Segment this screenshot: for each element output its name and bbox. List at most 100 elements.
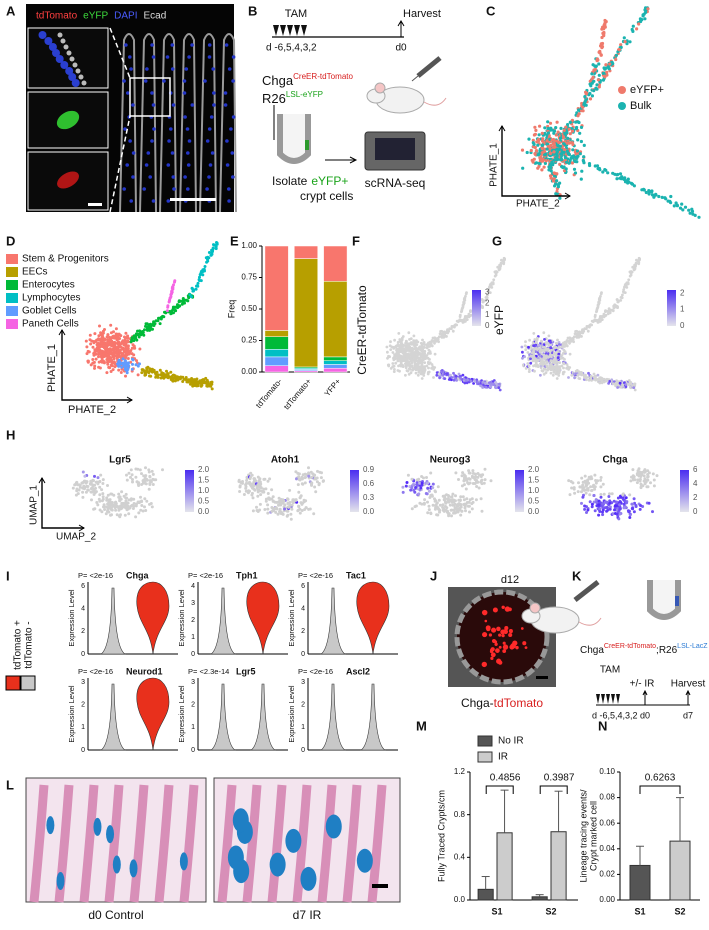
cell-point	[591, 94, 594, 97]
cell-point	[200, 381, 203, 384]
cell-point	[443, 498, 446, 501]
nucleus	[210, 115, 214, 119]
cell-point	[559, 356, 562, 359]
syringe	[575, 582, 598, 600]
cell-point	[169, 297, 172, 300]
cell-point	[601, 45, 604, 48]
cell-point	[289, 513, 292, 516]
cell-point	[92, 490, 95, 493]
cell-point	[563, 148, 566, 151]
cell-point	[598, 74, 601, 77]
colorbar	[472, 290, 481, 326]
timeline-label: +/- IR	[630, 679, 655, 690]
labelled-cell	[493, 607, 498, 612]
cell-point	[433, 497, 436, 500]
labelled-cell	[503, 644, 508, 649]
cell-point	[127, 357, 130, 360]
cell-point	[92, 346, 95, 349]
x-tick-label: tdTomato+	[282, 377, 313, 412]
cell-point	[130, 340, 133, 343]
cell-point	[148, 483, 151, 486]
cell-point	[524, 348, 527, 351]
cell-point	[145, 478, 148, 481]
cell-point	[608, 62, 611, 65]
cell-point	[132, 507, 135, 510]
gene-label: Ascl2	[346, 666, 370, 676]
cell-point	[541, 147, 544, 150]
cell-point	[78, 489, 81, 492]
cell-point	[105, 371, 108, 374]
cell-point	[619, 382, 622, 385]
cell-point	[411, 365, 414, 368]
cell-point	[471, 475, 474, 478]
cell-point	[392, 346, 395, 349]
nucleus	[128, 55, 132, 59]
cell-point	[115, 505, 118, 508]
cell-point	[550, 355, 553, 358]
panel-letter: D	[6, 233, 15, 248]
cell-point	[120, 366, 123, 369]
cell-point	[621, 493, 624, 496]
cell-point	[600, 379, 603, 382]
cell-point	[124, 505, 127, 508]
axis-label: Expression Level	[67, 589, 76, 646]
cell-point	[648, 192, 651, 195]
cell-point	[588, 493, 591, 496]
cell-point	[93, 365, 96, 368]
cell-point	[114, 509, 117, 512]
cell-point	[550, 359, 553, 362]
cell-point	[556, 121, 559, 124]
nucleus	[228, 67, 232, 71]
cell-point	[490, 479, 493, 482]
cell-point	[142, 334, 145, 337]
lacz-stain	[270, 853, 286, 877]
cell-point	[635, 27, 638, 30]
cell-point	[447, 512, 450, 515]
cell-point	[97, 476, 100, 479]
cell-point	[565, 161, 568, 164]
timeline-label: d -6,5,4,3,2	[266, 43, 317, 54]
cell-point	[556, 377, 559, 380]
cell-point	[601, 513, 604, 516]
cell-point	[314, 478, 317, 481]
cell-point	[432, 504, 435, 507]
cell-point	[98, 486, 101, 489]
sequencer-screen	[375, 138, 415, 160]
cell-point	[93, 332, 96, 335]
cell-point	[125, 497, 128, 500]
cell-point	[541, 143, 544, 146]
cell-point	[545, 371, 548, 374]
cell-point	[211, 248, 214, 251]
cell-point	[313, 474, 316, 477]
cell-point	[631, 507, 634, 510]
cell-point	[253, 489, 256, 492]
cell-point	[90, 363, 93, 366]
cell-point	[414, 505, 417, 508]
cell-point	[295, 477, 298, 480]
cell-point	[399, 347, 402, 350]
cell-point	[410, 343, 413, 346]
y-tick-label: 0.00	[599, 895, 615, 904]
cell-point	[117, 369, 120, 372]
cell-point	[418, 352, 421, 355]
labelled-cell	[494, 640, 497, 643]
cell-point	[578, 112, 581, 115]
colorbar-tick: 0.0	[528, 507, 540, 516]
cell-point	[93, 475, 96, 478]
legend-swatch	[21, 676, 35, 690]
scale-bar	[170, 198, 216, 201]
cell-point	[648, 502, 651, 505]
cell-point	[425, 476, 428, 479]
bar-segment	[265, 349, 288, 357]
cell-point	[100, 488, 103, 491]
cell-point	[558, 346, 561, 349]
cell-point	[393, 339, 396, 342]
cell-point	[393, 368, 396, 371]
cell-point	[634, 389, 637, 392]
cell-point	[450, 509, 453, 512]
cell-point	[421, 361, 424, 364]
cell-point	[583, 505, 586, 508]
cell-point	[149, 375, 152, 378]
cell-point	[124, 332, 127, 335]
comparison-bracket	[640, 786, 680, 794]
